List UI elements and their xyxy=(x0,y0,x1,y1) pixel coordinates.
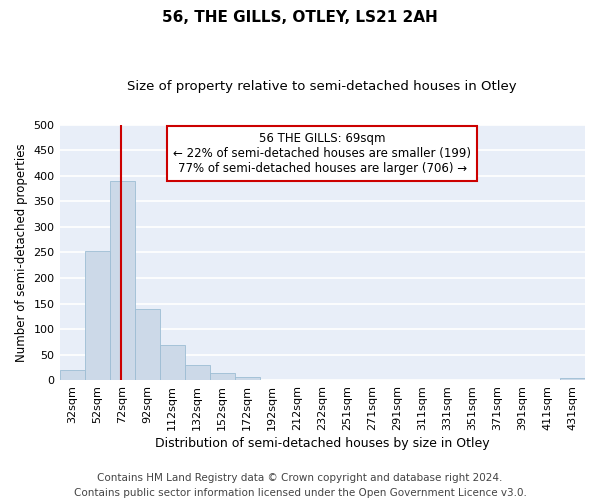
Text: Contains HM Land Registry data © Crown copyright and database right 2024.
Contai: Contains HM Land Registry data © Crown c… xyxy=(74,472,526,498)
Bar xyxy=(560,378,585,380)
Bar xyxy=(110,181,134,380)
Text: 56 THE GILLS: 69sqm
← 22% of semi-detached houses are smaller (199)
77% of semi-: 56 THE GILLS: 69sqm ← 22% of semi-detach… xyxy=(173,132,471,176)
Bar xyxy=(85,251,110,380)
Bar xyxy=(185,365,209,380)
Bar xyxy=(235,377,260,380)
Bar xyxy=(160,346,185,380)
Bar xyxy=(209,372,235,380)
Y-axis label: Number of semi-detached properties: Number of semi-detached properties xyxy=(15,143,28,362)
Text: 56, THE GILLS, OTLEY, LS21 2AH: 56, THE GILLS, OTLEY, LS21 2AH xyxy=(162,10,438,25)
Bar xyxy=(134,308,160,380)
Bar xyxy=(59,370,85,380)
Title: Size of property relative to semi-detached houses in Otley: Size of property relative to semi-detach… xyxy=(127,80,517,93)
X-axis label: Distribution of semi-detached houses by size in Otley: Distribution of semi-detached houses by … xyxy=(155,437,490,450)
